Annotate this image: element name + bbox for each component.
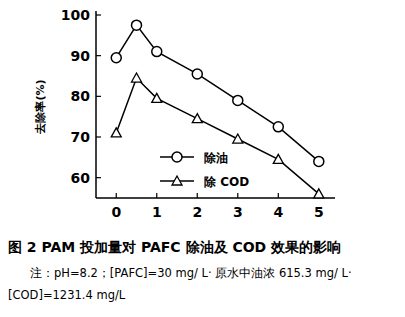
series-marker xyxy=(152,47,162,57)
series-marker xyxy=(132,20,142,30)
note: [COD]=1231.4 mg/L xyxy=(8,288,126,302)
series-marker xyxy=(233,134,243,143)
x-tick-label: 0 xyxy=(111,204,121,220)
series-marker xyxy=(132,73,142,82)
series-marker xyxy=(111,128,121,137)
legend-marker xyxy=(172,152,182,162)
y-tick-label: 60 xyxy=(71,170,91,186)
series-marker xyxy=(273,122,283,132)
series-marker xyxy=(314,189,324,198)
x-tick-label: 5 xyxy=(314,204,324,220)
legend-marker xyxy=(172,176,182,185)
x-tick-label: 3 xyxy=(233,204,243,220)
y-axis xyxy=(95,11,97,198)
x-tick xyxy=(156,193,157,198)
caption: 图 2 PAM 投加量对 PAFC 除油及 COD 效果的影响 xyxy=(8,239,341,255)
y-tick xyxy=(96,55,101,56)
x-tick-label: 1 xyxy=(152,204,162,220)
series-line xyxy=(116,78,319,194)
y-axis-label: 去除率(%) xyxy=(34,79,47,134)
x-tick xyxy=(278,193,279,198)
series-marker xyxy=(111,53,121,63)
series-marker xyxy=(314,156,324,166)
series-marker xyxy=(192,69,202,79)
legend: 除油除 COD xyxy=(160,151,249,189)
x-tick xyxy=(116,193,117,198)
y-tick xyxy=(96,177,101,178)
legend-label: 除油 xyxy=(204,151,228,165)
chart: 60 70 80 90 100 0 1 2 3 4 5 去除率(%) 除油除 COD 图 2 PAM 投加… xyxy=(0,0,405,317)
x-tick-label: 2 xyxy=(192,204,202,220)
y-tick xyxy=(96,136,101,137)
series-marker xyxy=(192,114,202,123)
plot-area xyxy=(111,20,324,198)
legend-label: 除 COD xyxy=(204,175,249,189)
series-line xyxy=(116,25,319,161)
y-tick-label: 70 xyxy=(71,129,91,145)
y-tick-label: 80 xyxy=(71,88,91,104)
note: 注：pH=8.2；[PAFC]=30 mg/ L· 原水中油浓 615.3 mg… xyxy=(30,266,352,280)
series-marker xyxy=(273,154,283,163)
y-tick-label: 90 xyxy=(71,48,91,64)
series-marker xyxy=(152,93,162,102)
x-tick xyxy=(237,193,238,198)
y-tick-label: 100 xyxy=(61,7,90,23)
series-marker xyxy=(233,95,243,105)
y-tick xyxy=(96,14,101,15)
x-tick xyxy=(197,193,198,198)
x-tick-label: 4 xyxy=(273,204,283,220)
x-axis xyxy=(96,197,335,199)
y-tick xyxy=(96,96,101,97)
